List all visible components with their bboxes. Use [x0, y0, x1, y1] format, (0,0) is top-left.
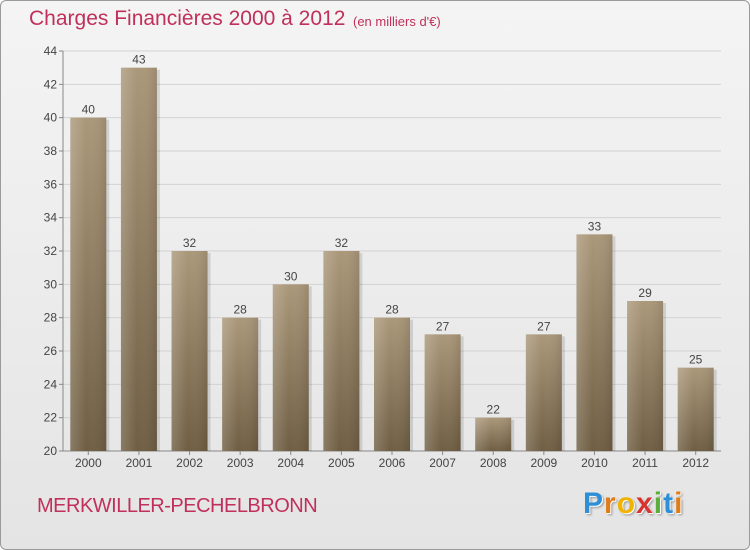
- data-label: 32: [183, 236, 197, 250]
- x-tick-label: 2007: [429, 456, 456, 470]
- x-tick-label: 2008: [480, 456, 507, 470]
- x-tick-label: 2006: [379, 456, 406, 470]
- bar-highlight: [525, 334, 562, 451]
- axes: 20 22 24 26 28 30 32 34 36 38 40 42 44 2000 2001 2002 20…: [44, 44, 721, 470]
- data-label: 22: [487, 403, 501, 417]
- y-tick-label: 34: [44, 211, 58, 225]
- data-label: 32: [335, 236, 349, 250]
- logo-letter: o: [616, 487, 637, 520]
- y-tick-label: 22: [44, 411, 58, 425]
- bars: [70, 67, 717, 452]
- data-label: 30: [284, 269, 298, 283]
- data-label: 29: [638, 286, 652, 300]
- x-tick-label: 2001: [126, 456, 153, 470]
- data-labels: 40 43 32 28 30 32 28 27 22 27 33 29 25: [82, 53, 703, 417]
- bar-highlight: [576, 234, 613, 451]
- chart-title: Charges Financières 2000 à 2012: [29, 7, 346, 30]
- x-tick-label: 2003: [227, 456, 254, 470]
- data-label: 40: [82, 103, 96, 117]
- y-tick-label: 30: [44, 277, 58, 291]
- bar-highlight: [171, 251, 208, 451]
- y-tick-label: 26: [44, 344, 58, 358]
- bar-highlight: [323, 251, 360, 451]
- y-tick-label: 28: [44, 311, 58, 325]
- x-tick-label: 2010: [581, 456, 608, 470]
- logo-letter: i: [653, 487, 664, 520]
- data-label: 28: [233, 303, 247, 317]
- bar-highlight: [374, 317, 410, 451]
- y-tick-label: 32: [44, 244, 58, 258]
- x-tick-label: 2012: [682, 456, 709, 470]
- y-tick-label: 40: [44, 111, 58, 125]
- x-tick-label: 2011: [632, 456, 658, 470]
- data-label: 27: [436, 319, 450, 333]
- x-tick-label: 2009: [530, 456, 557, 470]
- bar-highlight: [272, 284, 309, 451]
- commune-name: MERKWILLER-PECHELBRONN: [37, 495, 318, 517]
- y-tick-label: 44: [44, 44, 58, 58]
- bar-highlight: [120, 67, 157, 452]
- proxiti-logo[interactable]: Proxiti: [583, 487, 683, 521]
- bar-highlight: [222, 317, 259, 451]
- logo-letter: x: [636, 487, 654, 520]
- bar-highlight: [627, 301, 664, 451]
- chart-subtitle: (en milliers d'€): [353, 14, 441, 29]
- y-tick-label: 42: [44, 77, 58, 91]
- data-label: 33: [588, 219, 602, 233]
- x-tick-label: 2000: [75, 456, 102, 470]
- logo-letter: P: [583, 487, 605, 520]
- x-tick-label: 2005: [328, 456, 355, 470]
- bar-highlight: [475, 417, 512, 451]
- x-tick-label: 2004: [277, 456, 304, 470]
- logo-letter: r: [604, 487, 617, 520]
- logo-letter: i: [674, 487, 684, 520]
- y-tick-label: 20: [44, 444, 58, 458]
- data-label: 43: [132, 53, 146, 67]
- bar-highlight: [424, 334, 461, 451]
- bar-highlight: [677, 367, 714, 451]
- logo-letter: t: [663, 487, 675, 520]
- y-tick-label: 36: [44, 177, 58, 191]
- data-label: 28: [385, 303, 399, 317]
- x-tick-label: 2002: [176, 456, 203, 470]
- data-label: 27: [537, 319, 551, 333]
- y-tick-label: 24: [44, 377, 58, 391]
- bar-highlight: [70, 117, 107, 452]
- y-tick-label: 38: [44, 144, 58, 158]
- data-label: 25: [689, 353, 703, 367]
